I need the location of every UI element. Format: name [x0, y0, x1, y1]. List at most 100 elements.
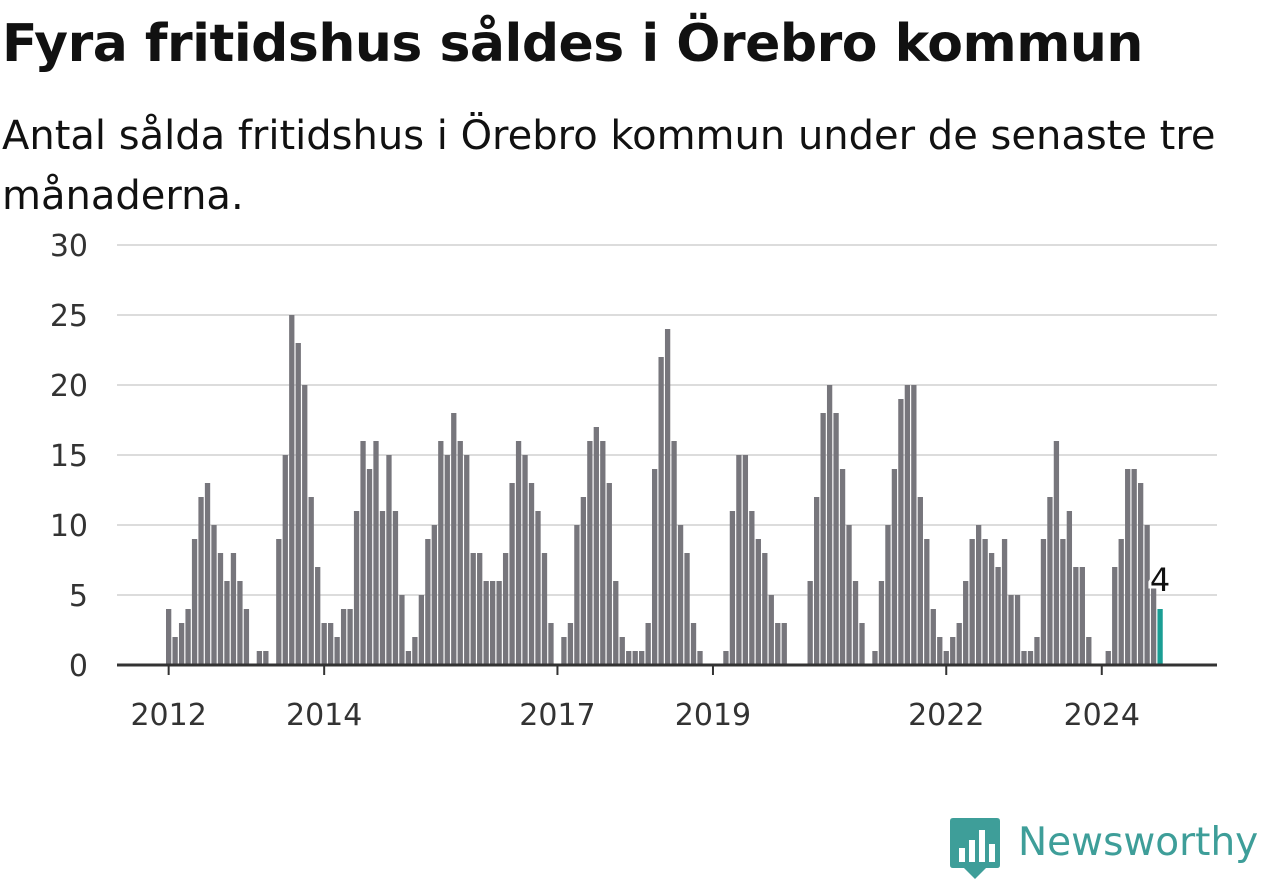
bar	[483, 581, 489, 665]
bar	[995, 567, 1001, 665]
y-tick-label: 20	[50, 369, 88, 404]
bar	[950, 637, 956, 665]
bar	[613, 581, 619, 665]
bar	[217, 553, 224, 665]
bar	[315, 567, 321, 665]
y-tick-label: 15	[50, 439, 88, 474]
bar	[502, 553, 509, 665]
bar	[282, 455, 288, 665]
data-label: 4	[1150, 561, 1170, 599]
bar	[878, 581, 885, 665]
bar	[658, 357, 664, 665]
bar	[1040, 539, 1047, 665]
bar	[379, 511, 386, 665]
bar	[340, 609, 347, 665]
x-tick-label: 2014	[286, 698, 362, 733]
bar	[178, 623, 185, 665]
x-tick-label: 2017	[519, 698, 595, 733]
bar	[496, 581, 502, 665]
bar	[399, 595, 405, 665]
bar	[477, 553, 483, 665]
bar	[360, 441, 366, 665]
bar	[302, 385, 308, 665]
x-tick-label: 2012	[130, 698, 206, 733]
bar	[1060, 539, 1066, 665]
bar	[470, 553, 476, 665]
bar	[276, 539, 282, 665]
bar	[1047, 497, 1053, 665]
brand-name: Newsworthy	[1018, 820, 1259, 865]
bar	[833, 413, 839, 665]
bar	[593, 427, 599, 665]
highlight-bar	[1157, 609, 1163, 665]
bar	[1079, 567, 1085, 665]
bar	[814, 497, 820, 665]
bar	[1066, 511, 1073, 665]
bar	[872, 651, 878, 665]
bar	[328, 623, 334, 665]
bar	[1125, 469, 1131, 665]
bar	[1118, 539, 1124, 665]
bar	[982, 539, 988, 665]
bar	[392, 511, 399, 665]
bar	[768, 595, 774, 665]
y-tick-label: 5	[69, 579, 88, 614]
bar	[723, 651, 729, 665]
bar	[956, 623, 962, 665]
bar	[1112, 567, 1118, 665]
bar	[243, 609, 250, 665]
bar	[528, 483, 535, 665]
y-tick-label: 30	[50, 229, 88, 264]
bar	[697, 651, 703, 665]
bar	[541, 553, 548, 665]
bar	[729, 511, 736, 665]
bar	[451, 413, 457, 665]
bar	[548, 623, 554, 665]
bar	[852, 581, 859, 665]
bar	[366, 469, 373, 665]
bar	[736, 455, 742, 665]
bar	[943, 651, 949, 665]
bar	[891, 469, 898, 665]
bar	[885, 525, 891, 665]
bar	[567, 623, 574, 665]
bar	[464, 455, 470, 665]
x-tick-label: 2024	[1064, 698, 1140, 733]
bar	[166, 609, 172, 665]
bar	[289, 315, 295, 665]
bar	[509, 483, 515, 665]
bar	[1014, 595, 1021, 665]
bar	[256, 651, 263, 665]
bar	[652, 469, 658, 665]
bar-chart-speech-icon	[950, 818, 1000, 879]
bar	[308, 497, 314, 665]
bar	[775, 623, 781, 665]
bar	[1086, 637, 1092, 665]
bar	[334, 637, 340, 665]
bar	[185, 609, 191, 665]
bar	[1008, 595, 1014, 665]
bar	[742, 455, 749, 665]
bar	[1034, 637, 1040, 665]
bar	[1150, 581, 1157, 665]
bar	[561, 637, 567, 665]
bar	[626, 651, 632, 665]
x-tick-label: 2019	[675, 698, 751, 733]
bar	[444, 455, 450, 665]
bar	[587, 441, 593, 665]
bar	[645, 623, 651, 665]
bar	[1144, 525, 1150, 665]
bar	[1105, 651, 1111, 665]
bar	[846, 525, 852, 665]
bar	[619, 637, 625, 665]
chart-title: Fyra fritidshus såldes i Örebro kommun	[2, 14, 1143, 74]
bar	[574, 525, 580, 665]
bar	[781, 623, 787, 665]
bar	[295, 343, 301, 665]
bar	[230, 553, 237, 665]
bar	[237, 581, 243, 665]
bar	[755, 539, 761, 665]
bar	[321, 623, 327, 665]
bar	[671, 441, 677, 665]
bar	[1027, 651, 1034, 665]
